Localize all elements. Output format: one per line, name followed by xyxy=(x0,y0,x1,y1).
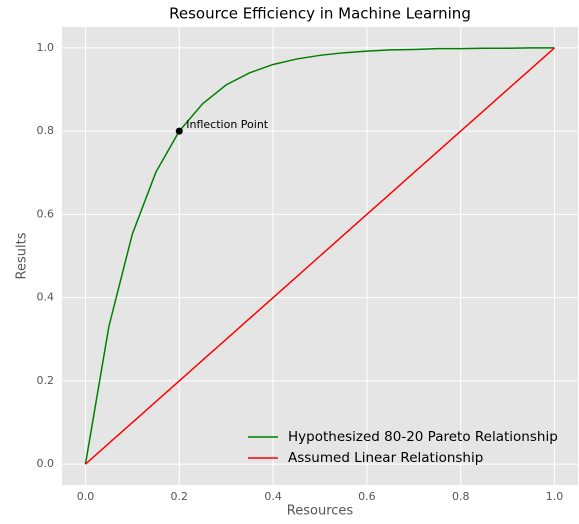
y-tick-label: 0.2 xyxy=(37,374,55,387)
y-tick-label: 0.0 xyxy=(37,457,55,470)
line-series xyxy=(84,47,556,465)
legend-label: Hypothesized 80-20 Pareto Relationship xyxy=(288,429,558,445)
y-tick-label: 0.4 xyxy=(37,291,55,304)
annotation-point xyxy=(175,127,183,135)
x-axis-label: Resources xyxy=(287,504,354,519)
y-tick-label: 1.0 xyxy=(37,41,55,54)
x-tick-label: 0.6 xyxy=(358,490,376,503)
x-tick-label: 0.8 xyxy=(452,490,470,503)
annotation-text: Inflection Point xyxy=(186,118,269,131)
y-axis-label: Results xyxy=(15,232,30,279)
line-series xyxy=(84,47,555,465)
y-tick-label: 0.8 xyxy=(37,124,55,137)
x-tick-label: 1.0 xyxy=(546,490,564,503)
y-tick-label: 0.6 xyxy=(37,207,55,220)
chart-title: Resource Efficiency in Machine Learning xyxy=(169,5,471,23)
x-tick-label: 0.2 xyxy=(171,490,189,503)
legend-label: Assumed Linear Relationship xyxy=(288,450,483,466)
x-tick-label: 0.4 xyxy=(264,490,282,503)
x-tick-label: 0.0 xyxy=(77,490,95,503)
